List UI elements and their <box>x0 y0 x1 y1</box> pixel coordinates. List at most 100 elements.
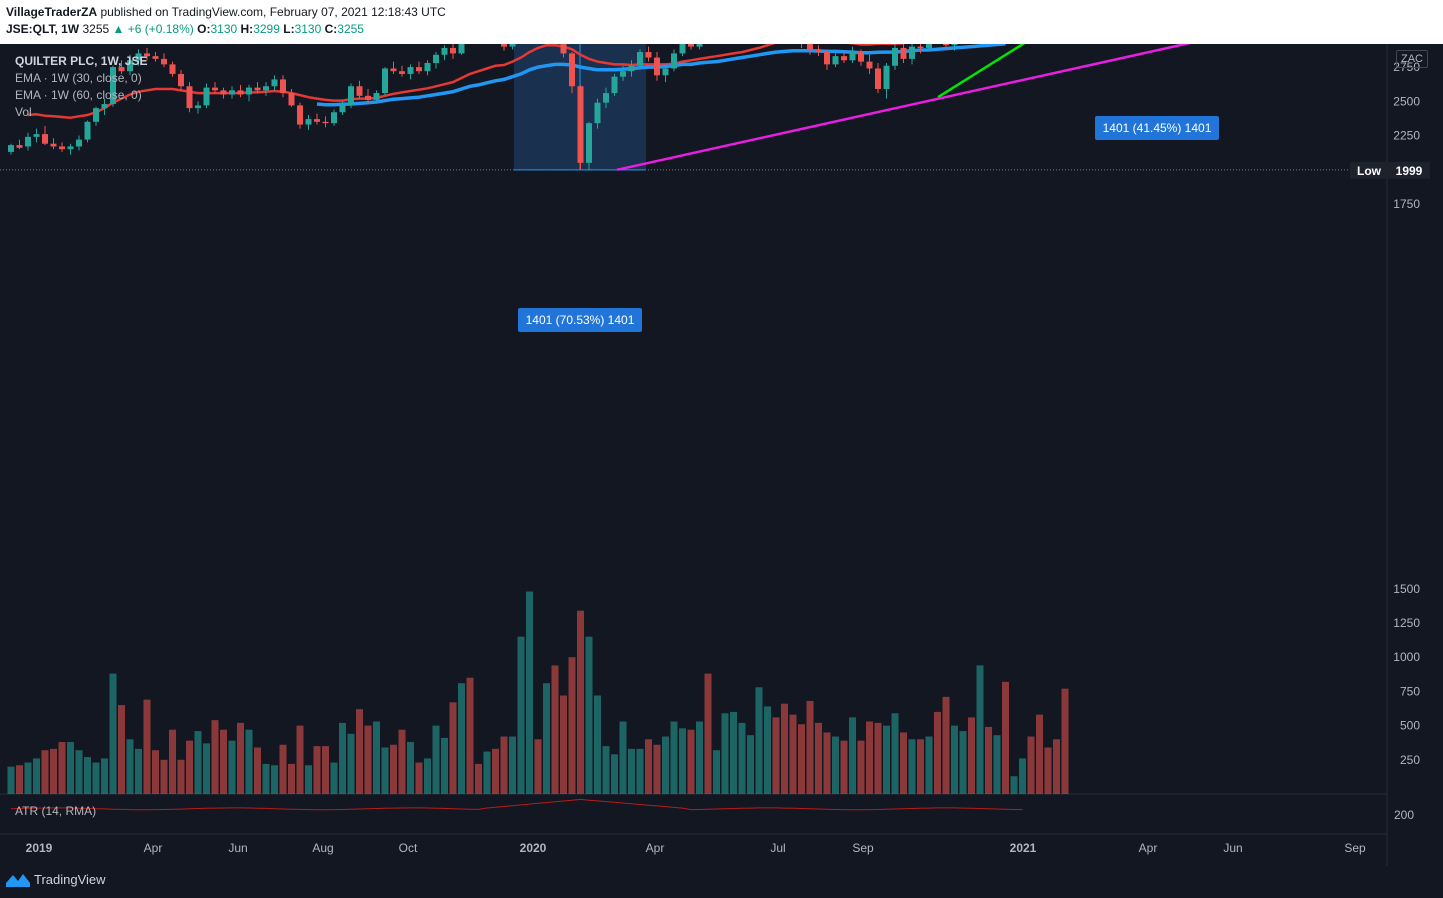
candle-body <box>144 53 150 57</box>
candle-body <box>118 67 125 72</box>
low-value: 3130 <box>294 22 322 36</box>
candle <box>356 80 363 99</box>
candle <box>832 53 839 68</box>
candle <box>127 54 133 76</box>
volume-bar <box>169 729 176 794</box>
volume-bar <box>262 763 270 794</box>
candle-body <box>407 67 414 74</box>
candle-body <box>16 145 23 148</box>
price-chart[interactable]: 5250500047504500425040003750350032503000… <box>0 44 1443 866</box>
volume-bar <box>1010 776 1018 794</box>
candle-body <box>560 44 567 54</box>
candle-body <box>603 93 609 103</box>
author-name[interactable]: VillageTraderZA <box>6 5 98 19</box>
volume-bar <box>220 729 227 794</box>
low-label-value: 1999 <box>1396 164 1423 178</box>
volume-bar <box>815 722 822 794</box>
high-label: H: <box>240 22 254 36</box>
time-tick-label: Apr <box>646 841 665 855</box>
volume-bar <box>917 739 924 794</box>
candle <box>305 114 312 131</box>
volume-bar <box>891 713 899 794</box>
volume-bar <box>696 721 703 794</box>
volume-bar <box>135 748 142 794</box>
volume-bar <box>721 713 729 794</box>
candle-body <box>611 76 618 94</box>
volume-bar <box>526 591 533 794</box>
candle <box>339 101 346 115</box>
volume-bar <box>568 657 576 794</box>
candle-body <box>866 61 873 69</box>
candle-body <box>305 119 312 125</box>
candle-body <box>654 57 660 76</box>
candle-body <box>586 123 592 163</box>
volume-bar <box>993 735 1001 794</box>
volume-bar <box>747 735 754 794</box>
candle-body <box>254 87 261 91</box>
candle <box>620 65 626 81</box>
volume-bar <box>985 726 992 794</box>
candle <box>25 132 31 151</box>
volume-bar <box>407 742 414 794</box>
candle <box>93 106 99 126</box>
volume-bar <box>619 721 627 794</box>
price-tick-label: 500 <box>1400 719 1420 733</box>
time-tick-label: Sep <box>1344 841 1366 855</box>
candle <box>322 116 329 128</box>
candle <box>849 46 856 63</box>
candle <box>858 49 864 66</box>
currency-unit-button[interactable]: ZAC <box>1396 50 1428 68</box>
candle-body <box>875 68 881 89</box>
time-tick-label: 2019 <box>26 841 53 855</box>
candle <box>433 52 439 69</box>
time-tick-label: Apr <box>144 841 163 855</box>
candle <box>458 44 465 55</box>
candle-body <box>33 134 40 137</box>
volume-bar <box>16 765 23 794</box>
volume-bar <box>347 733 355 794</box>
volume-bar <box>602 746 610 794</box>
candle-body <box>263 86 269 91</box>
volume-bar <box>84 757 91 794</box>
candle-body <box>186 86 193 109</box>
time-tick-label: Jun <box>228 841 247 855</box>
candle-body <box>909 46 915 59</box>
candle-body <box>416 67 422 72</box>
candle <box>807 44 813 55</box>
candle-body <box>832 56 839 65</box>
candle <box>144 47 150 61</box>
chart-legend: QUILTER PLC, 1W, JSE EMA · 1W (30, close… <box>15 53 147 121</box>
candle-body <box>696 44 703 47</box>
candle <box>951 44 958 51</box>
last-price: 3255 <box>82 22 110 36</box>
candle <box>50 138 57 150</box>
time-tick-label: 2021 <box>1010 841 1037 855</box>
brand-name[interactable]: TradingView <box>34 872 106 887</box>
candle <box>671 49 677 72</box>
price-tick-label: 250 <box>1400 753 1420 767</box>
candle-body <box>322 121 329 124</box>
volume-bar <box>755 687 763 794</box>
atr-legend[interactable]: ATR (14, RMA) <box>15 804 97 818</box>
candle <box>288 88 295 107</box>
candle <box>883 62 890 99</box>
volume-bar <box>687 729 695 794</box>
volume-bar <box>866 721 873 794</box>
volume-bar <box>356 709 363 794</box>
close-label: C: <box>324 22 338 36</box>
legend-vol[interactable]: Vol <box>15 105 32 119</box>
volume-bar <box>254 747 261 794</box>
candle-body <box>25 136 31 147</box>
volume-bar <box>789 714 797 794</box>
legend-ema30[interactable]: EMA · 1W (30, close, 0) <box>15 71 142 85</box>
volume-bar <box>109 673 117 794</box>
candle <box>297 102 303 129</box>
green-trendline <box>937 44 1026 99</box>
legend-ema60[interactable]: EMA · 1W (60, close, 0) <box>15 88 142 102</box>
volume-bar <box>279 744 287 794</box>
candle-body <box>892 47 898 66</box>
candle <box>416 61 422 74</box>
candle-body <box>331 112 337 124</box>
volume-bar <box>126 739 134 794</box>
candle-body <box>135 53 142 61</box>
